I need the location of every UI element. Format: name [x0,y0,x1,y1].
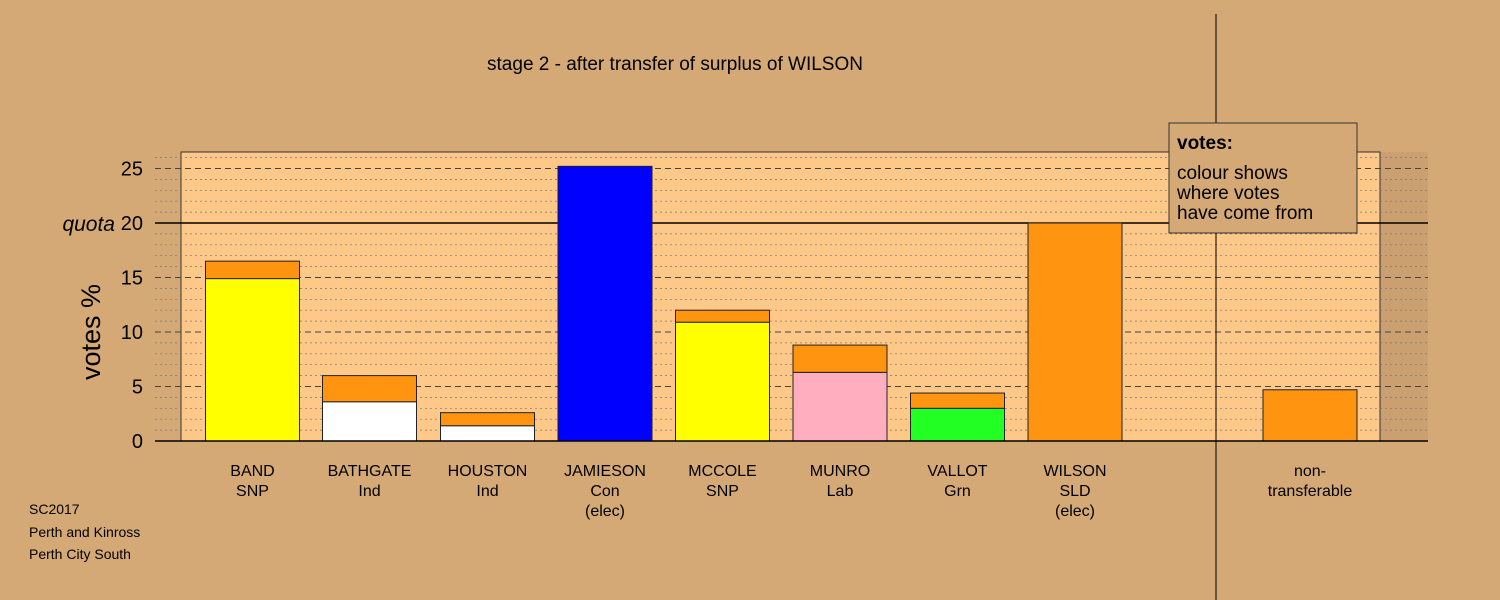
category-party: SNP [236,483,269,500]
category-party: SLD [1059,483,1090,500]
bar-segment [792,371,888,442]
category-name: HOUSTON [448,463,528,480]
y-tick-label: 20 [121,213,143,235]
legend: votes: colour shows where votes have com… [1168,122,1358,234]
category-name: JAMIESON [564,463,646,480]
bar-segment [440,412,535,427]
category-name: non- [1294,463,1326,480]
legend-title: votes: [1177,133,1233,154]
legend-line-3: have come from [1177,203,1313,224]
y-tick-label: 25 [121,159,143,181]
bar-segment [675,309,770,323]
category-name: WILSON [1043,463,1106,480]
footer-line-1: SC2017 [29,501,80,517]
bar-segment [675,321,770,442]
bar-segment [792,344,888,373]
legend-line-2: where votes [1176,183,1279,204]
category-party: Lab [827,483,854,500]
category-status: (elec) [585,503,625,520]
y-axis-label: votes % [76,284,106,380]
footer-line-2: Perth and Kinross [29,524,140,540]
y-tick-label: 15 [121,268,143,290]
category-party: Ind [476,483,498,500]
shaded-band [1380,152,1428,441]
category-status: (elec) [1055,503,1095,520]
category-name: BAND [230,463,274,480]
category-name: VALLOT [927,463,987,480]
y-tick-label: 10 [121,322,143,344]
bar-segment [322,375,417,403]
footer: SC2017 Perth and Kinross Perth City Sout… [29,501,140,562]
bar-segment [322,401,417,442]
quota-label: quota [62,213,115,236]
y-tick-label: 5 [132,377,143,399]
footer-line-3: Perth City South [29,546,131,562]
y-tick-label: 0 [132,431,143,453]
bar-segment [1262,389,1358,442]
bar-segment [1027,222,1123,442]
bar-segment [205,278,300,442]
category-party: Ind [358,483,380,500]
category-party: transferable [1268,483,1353,500]
bar-segment [910,392,1005,409]
bar-segment [557,165,653,442]
y-axis: 0 5 10 15 20 25 quota [62,159,143,454]
category-name: MCCOLE [688,463,756,480]
bars [205,165,1358,442]
chart-title: stage 2 - after transfer of surplus of W… [487,54,863,75]
category-labels: BAND SNP BATHGATE Ind HOUSTON Ind JAMIESON Con (… [230,463,1352,520]
bar-segment [910,407,1005,442]
legend-box [1168,122,1358,234]
category-party: SNP [706,483,739,500]
category-party: Con [590,483,619,500]
category-name: BATHGATE [328,463,412,480]
bar-segment [440,425,535,442]
category-party: Grn [944,483,971,500]
category-name: MUNRO [810,463,870,480]
bar-segment [205,260,300,280]
legend-line-1: colour shows [1177,163,1288,184]
